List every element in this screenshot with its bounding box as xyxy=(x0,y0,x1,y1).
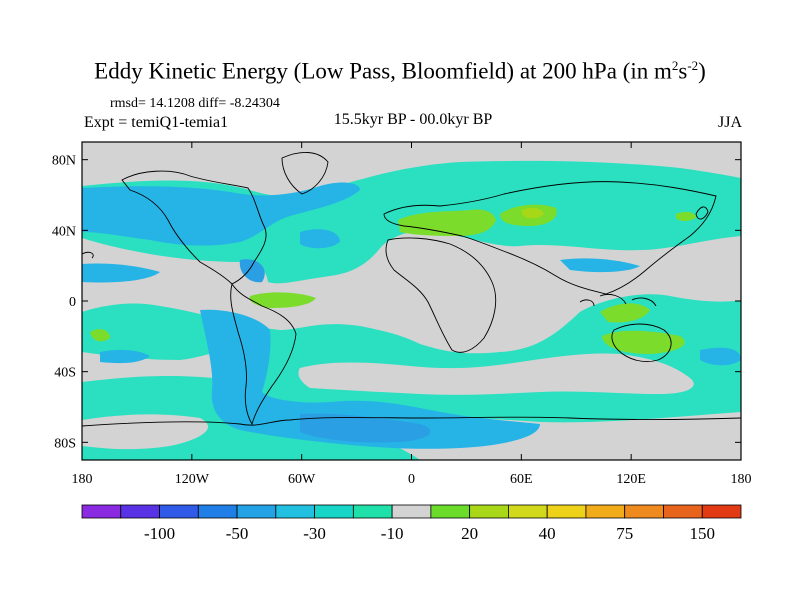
colorbar-label: 40 xyxy=(539,524,556,543)
colorbar-box xyxy=(236,504,277,519)
lat-tick-label: 40S xyxy=(54,366,76,381)
lon-tick-label: 120E xyxy=(616,472,646,487)
lat-tick-label: 0 xyxy=(69,295,76,310)
stats-line: rmsd= 14.1208 diff= -8.24304 xyxy=(110,96,280,111)
lat-tick-label: 80N xyxy=(52,154,76,169)
colorbar-box xyxy=(159,504,199,519)
colorbar-box xyxy=(391,504,432,519)
lat-tick-label: 40N xyxy=(52,224,76,239)
colorbar-box xyxy=(275,504,315,519)
season-label: JJA xyxy=(717,114,742,131)
colorbar-box xyxy=(546,504,587,519)
colorbar-box xyxy=(81,504,122,519)
lat-tick-label: 80S xyxy=(54,436,76,451)
colorbar-label: -30 xyxy=(303,524,326,543)
colorbar: -100 -50 -30 -10 20 40 75 150 xyxy=(81,504,742,543)
period-label: 15.5kyr BP - 00.0kyr BP xyxy=(333,111,493,128)
colorbar-label: -10 xyxy=(381,524,404,543)
colorbar-box xyxy=(430,504,471,519)
colorbar-label: -50 xyxy=(226,524,249,543)
colorbar-label: -100 xyxy=(144,524,175,543)
colorbar-box xyxy=(585,504,626,519)
colorbar-box xyxy=(120,504,160,519)
green-regions xyxy=(90,204,696,354)
colorbar-box xyxy=(197,504,238,519)
colorbar-box xyxy=(469,504,509,519)
colorbar-label: 150 xyxy=(689,524,715,543)
map-field xyxy=(82,142,741,460)
experiment-label: Expt = temiQ1-temia1 xyxy=(84,114,229,131)
colorbar-box xyxy=(663,504,703,519)
colorbar-box xyxy=(352,504,393,519)
colorbar-box xyxy=(314,504,354,519)
colorbar-box xyxy=(701,504,742,519)
lon-tick-label: 0 xyxy=(408,472,415,487)
lon-tick-label: 60W xyxy=(288,472,316,487)
longitude-axis: 180 120W 60W 0 60E 120E 180 xyxy=(72,142,752,487)
lon-tick-label: 120W xyxy=(175,472,210,487)
colorbar-box xyxy=(508,504,548,519)
map-title: Eddy Kinetic Energy (Low Pass, Bloomfiel… xyxy=(94,58,706,84)
latitude-axis: 80N 40N 0 40S 80S xyxy=(52,154,741,451)
coastlines xyxy=(82,152,741,427)
colorbar-label: 20 xyxy=(461,524,478,543)
deep-blue-regions xyxy=(239,259,431,443)
blue-regions xyxy=(82,182,741,449)
lon-tick-label: 180 xyxy=(731,472,752,487)
colorbar-box xyxy=(624,504,664,519)
lon-tick-label: 180 xyxy=(72,472,93,487)
colorbar-label: 75 xyxy=(616,524,633,543)
lon-tick-label: 60E xyxy=(510,472,533,487)
